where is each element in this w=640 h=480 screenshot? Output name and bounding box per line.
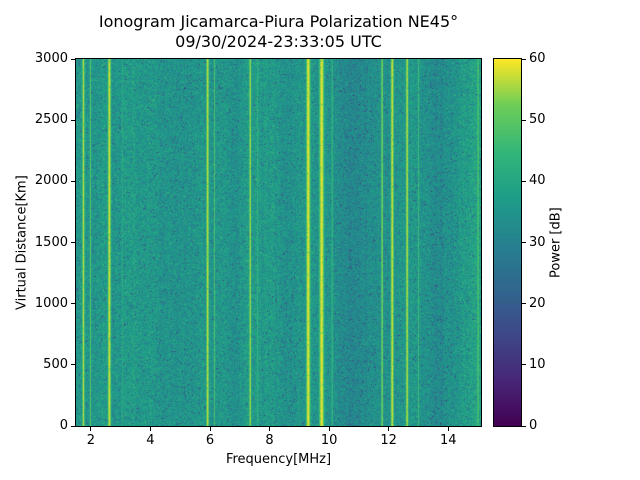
y-tick-label: 1000 [34, 295, 68, 311]
colorbar-tick-mark [522, 180, 526, 182]
x-tick-mark [388, 427, 390, 431]
x-tick-label: 6 [205, 433, 215, 448]
colorbar-tick-label: 50 [529, 112, 546, 128]
x-tick-label: 14 [439, 433, 457, 448]
y-tick-label: 1500 [34, 234, 68, 250]
colorbar-tick-mark [522, 364, 526, 366]
y-tick-label: 2000 [34, 173, 68, 189]
chart-subtitle: 09/30/2024-23:33:05 UTC [175, 32, 382, 51]
y-tick-label: 0 [59, 418, 68, 433]
y-tick-mark [71, 119, 75, 121]
colorbar-tick-mark [522, 303, 526, 305]
colorbar-tick-label: 30 [529, 234, 546, 250]
colorbar-tick-mark [522, 119, 526, 121]
x-tick-mark [447, 427, 449, 431]
x-tick-mark [328, 427, 330, 431]
x-tick-mark [269, 427, 271, 431]
colorbar-tick-label: 0 [529, 418, 538, 433]
x-tick-label: 4 [146, 433, 155, 448]
x-tick-label: 8 [265, 433, 274, 448]
colorbar-tick-mark [522, 58, 526, 60]
y-tick-label: 2500 [34, 112, 68, 128]
chart-title: Ionogram Jicamarca-Piura Polarization NE… [98, 12, 459, 31]
colorbar-tick-label: 60 [529, 51, 546, 66]
colorbar-tick-label: 20 [529, 295, 546, 311]
x-tick-mark [149, 427, 151, 431]
y-tick-label: 3000 [34, 51, 68, 66]
y-tick-mark [71, 58, 75, 60]
x-tick-label: 12 [380, 433, 397, 448]
x-tick-label: 10 [320, 433, 338, 448]
y-tick-mark [71, 303, 75, 305]
x-tick-label: 2 [86, 433, 96, 448]
colorbar-canvas [493, 58, 522, 427]
colorbar-tick-mark [522, 242, 526, 243]
colorbar-tick-label: 40 [529, 173, 546, 189]
heatmap-canvas [75, 58, 482, 427]
y-tick-label: 500 [43, 356, 68, 372]
y-tick-mark [71, 364, 75, 366]
colorbar-tick-label: 10 [529, 356, 546, 372]
colorbar-tick-mark [522, 425, 526, 427]
x-axis-label: Frequency[MHz] [225, 452, 332, 467]
x-tick-mark [209, 427, 211, 431]
x-tick-mark [90, 427, 92, 431]
y-tick-mark [71, 425, 75, 427]
y-tick-mark [71, 242, 75, 243]
y-tick-mark [71, 180, 75, 182]
